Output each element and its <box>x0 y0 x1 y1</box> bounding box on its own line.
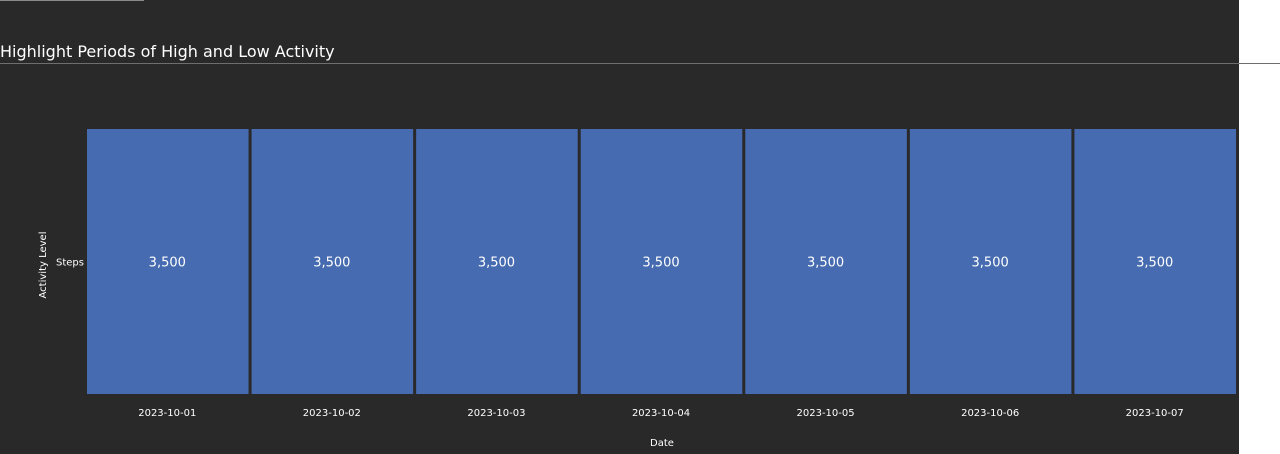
heatmap-cell <box>87 129 249 394</box>
cell-value-label: 3,500 <box>1136 256 1173 271</box>
cell-value-label: 3,500 <box>313 256 350 271</box>
heatmap-cells <box>87 129 1236 394</box>
y-axis-label: Activity Level <box>38 232 49 299</box>
heatmap-cell <box>909 129 1072 394</box>
heatmap-cell <box>416 129 578 394</box>
heatmap-cell <box>251 129 414 394</box>
y-tick-label: Steps <box>56 258 84 269</box>
x-tick-label: 2023-10-05 <box>797 408 855 419</box>
x-tick-label: 2023-10-04 <box>632 408 690 419</box>
cell-value-label: 3,500 <box>478 256 515 271</box>
heatmap-cell <box>1074 129 1236 394</box>
cell-value-label: 3,500 <box>149 256 186 271</box>
heatmap-cell-labels: 3,500 3,500 3,500 3,500 3,500 3,500 3,500 <box>149 256 1174 271</box>
chart-title: Highlight Periods of High and Low Activi… <box>0 42 335 61</box>
x-axis-ticks: 2023-10-01 2023-10-02 2023-10-03 2023-10-04… <box>138 408 1184 419</box>
heatmap-cell <box>580 129 743 394</box>
x-tick-label: 2023-10-06 <box>961 408 1019 419</box>
x-tick-label: 2023-10-07 <box>1126 408 1184 419</box>
title-divider <box>0 63 1280 64</box>
heatmap-cell <box>745 129 907 394</box>
x-axis-label: Date <box>650 438 674 449</box>
cell-value-label: 3,500 <box>807 256 844 271</box>
cell-value-label: 3,500 <box>642 256 679 271</box>
y-axis-ticks: Steps <box>56 258 84 269</box>
x-tick-label: 2023-10-03 <box>467 408 525 419</box>
top-rule <box>0 0 144 1</box>
x-tick-label: 2023-10-02 <box>303 408 361 419</box>
x-tick-label: 2023-10-01 <box>138 408 196 419</box>
cell-value-label: 3,500 <box>972 256 1009 271</box>
